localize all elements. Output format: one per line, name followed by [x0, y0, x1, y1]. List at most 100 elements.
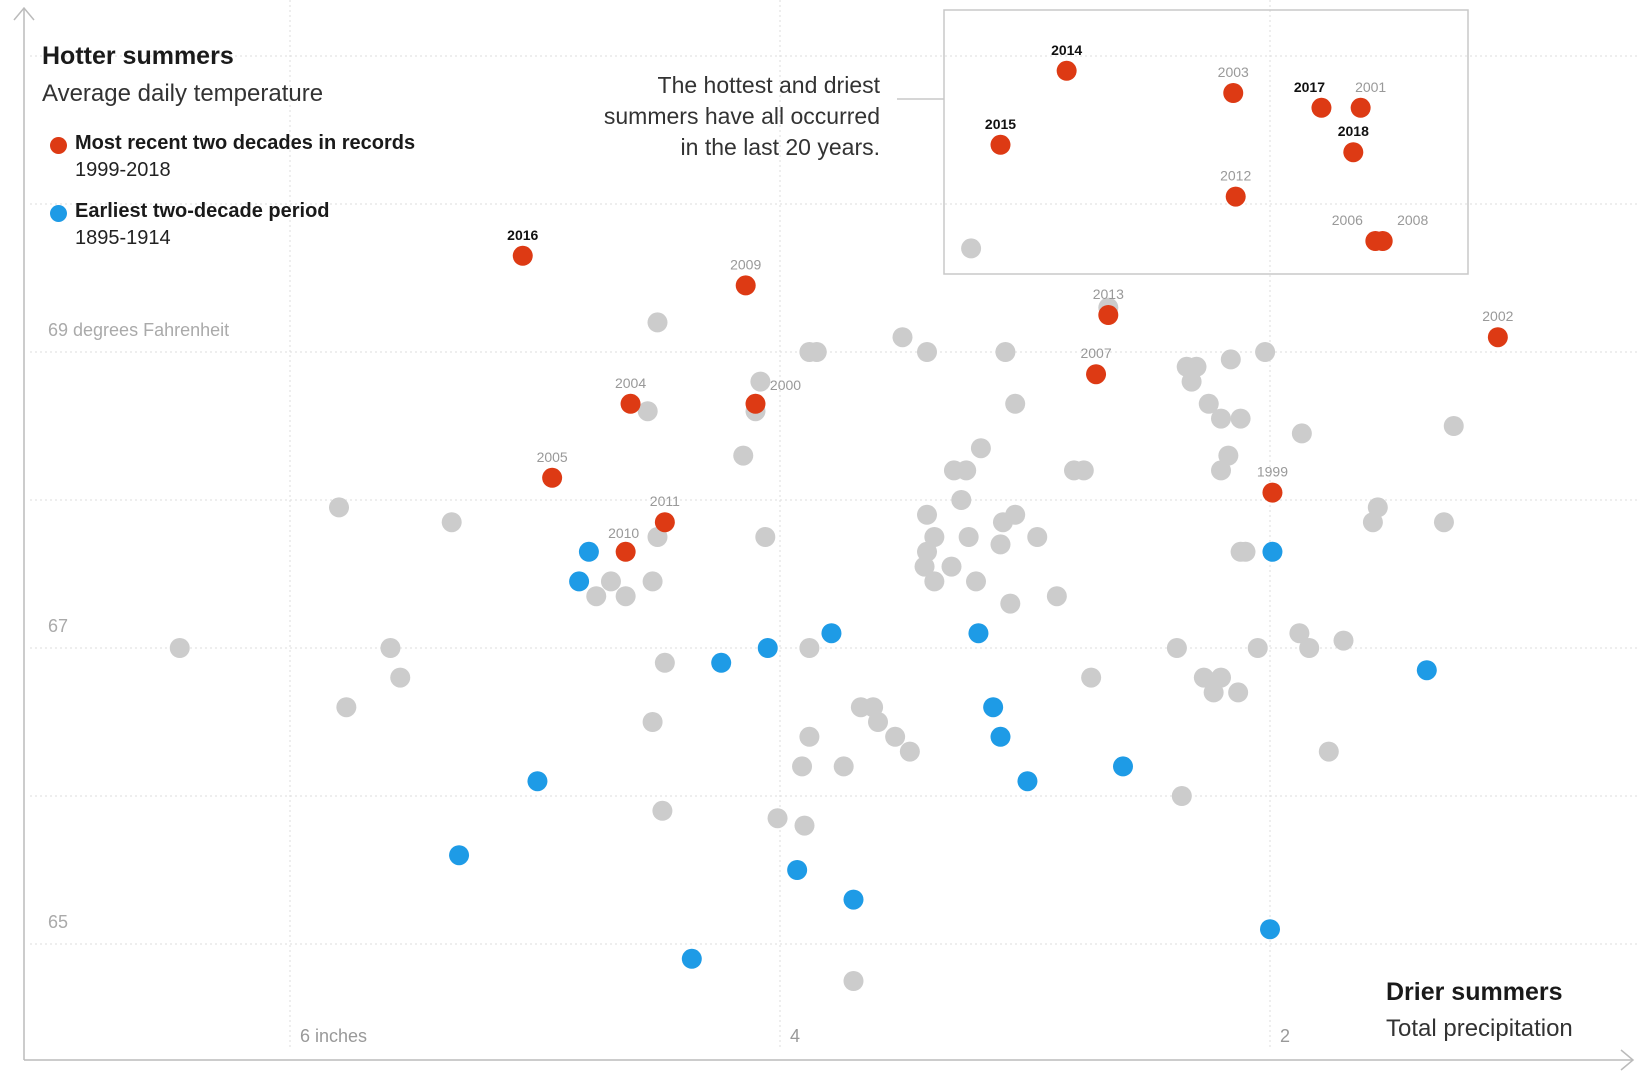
recent-year-point — [512, 245, 533, 266]
other-year-point — [1247, 638, 1268, 658]
other-year-point — [1181, 371, 1202, 392]
other-year-point — [755, 527, 776, 547]
annotation-line: The hottest and driest — [657, 72, 880, 98]
other-year-point — [642, 571, 663, 592]
other-year-point — [794, 815, 815, 836]
other-year-point — [924, 571, 945, 592]
recent-year-point — [1098, 305, 1119, 325]
other-year-point — [917, 342, 937, 362]
y-axis-subtitle: Average daily temperature — [42, 80, 324, 107]
point-year-label: 2008 — [1397, 212, 1428, 228]
other-year-point — [329, 497, 349, 518]
other-year-point — [600, 571, 621, 592]
other-year-point — [767, 808, 788, 829]
point-year-label: 2003 — [1218, 64, 1249, 80]
other-year-point — [914, 556, 935, 577]
data-points: 2016 2009 2013 2002 2007 2004 2000 2005 1999 2011… — [169, 42, 1514, 991]
inset-frame — [943, 9, 1469, 275]
earliest-year-point — [681, 948, 702, 969]
other-year-point — [1064, 460, 1084, 481]
annotation-line: summers have all occurred — [603, 103, 880, 129]
other-year-point — [1046, 586, 1067, 607]
legend-dot-earliest — [50, 205, 67, 222]
earliest-year-point — [757, 638, 778, 658]
annotation-line: in the last 20 years. — [680, 134, 880, 160]
other-year-point — [1255, 342, 1276, 362]
point-year-label: 2018 — [1338, 123, 1369, 139]
other-year-point — [642, 712, 663, 732]
legend-range-recent: 1999-2018 — [75, 159, 171, 181]
other-year-point — [961, 238, 982, 259]
other-year-point — [1289, 623, 1310, 644]
legend-dot-recent — [50, 137, 67, 154]
point-year-label: 2013 — [1093, 286, 1124, 302]
point-year-label: 1999 — [1257, 464, 1288, 480]
other-year-point — [1433, 512, 1454, 533]
point-year-label: 2005 — [537, 449, 568, 465]
recent-year-point — [615, 541, 636, 562]
recent-year-point — [654, 512, 675, 533]
other-year-point — [654, 652, 675, 673]
other-year-point — [995, 342, 1016, 362]
x-tick-label: 6 inches — [300, 1026, 367, 1046]
other-year-point — [1027, 527, 1048, 547]
recent-year-point — [542, 467, 563, 488]
other-year-point — [990, 534, 1011, 555]
other-year-point — [799, 638, 820, 658]
other-year-point — [1211, 408, 1231, 429]
recent-year-point — [1372, 231, 1393, 251]
earliest-year-point — [1260, 919, 1280, 940]
recent-year-point — [620, 393, 641, 414]
earliest-year-point — [1262, 541, 1283, 562]
other-year-point — [1218, 445, 1239, 466]
earliest-year-point — [711, 652, 732, 673]
point-year-label: 2015 — [985, 116, 1016, 132]
other-year-point — [169, 638, 190, 658]
other-year-point — [970, 438, 991, 459]
y-axis-title: Hotter summers — [42, 42, 234, 70]
other-year-point — [647, 312, 668, 333]
other-year-point — [799, 726, 820, 747]
other-year-point — [1000, 593, 1021, 614]
other-year-point — [843, 971, 864, 991]
other-year-point — [1220, 349, 1241, 370]
recent-year-point — [1223, 83, 1244, 103]
other-year-point — [958, 527, 979, 547]
other-year-point — [956, 460, 977, 481]
point-year-label: 2012 — [1220, 168, 1251, 184]
other-year-point — [917, 504, 937, 525]
legend-name-earliest: Earliest two-decade period — [75, 200, 330, 222]
earliest-year-point — [578, 541, 599, 562]
other-year-point — [1230, 541, 1251, 562]
other-year-point — [441, 512, 462, 533]
recent-year-point — [1487, 327, 1508, 348]
earliest-year-point — [821, 623, 842, 644]
other-year-point — [1318, 741, 1339, 762]
other-year-point — [1005, 393, 1026, 414]
recent-year-point — [1086, 364, 1107, 385]
point-year-label: 2016 — [507, 227, 538, 243]
other-year-point — [586, 586, 607, 607]
point-year-label: 2000 — [770, 377, 801, 393]
earliest-year-point — [990, 726, 1011, 747]
recent-year-point — [990, 134, 1011, 155]
grid-lines — [30, 0, 1637, 1050]
recent-year-point — [1311, 97, 1332, 118]
inset-box — [897, 9, 1469, 275]
other-year-point — [806, 342, 827, 362]
recent-year-point — [1225, 186, 1246, 207]
point-year-label: 2014 — [1051, 42, 1082, 58]
other-year-point — [1203, 682, 1224, 703]
y-tick-label: 69 degrees Fahrenheit — [48, 320, 229, 340]
y-tick-label: 65 — [48, 912, 68, 932]
axes — [13, 6, 1635, 1071]
earliest-year-point — [1113, 756, 1133, 777]
earliest-year-point — [843, 889, 864, 910]
other-year-point — [652, 800, 673, 821]
recent-year-point — [1350, 97, 1371, 118]
other-year-point — [885, 726, 906, 747]
point-year-label: 2009 — [730, 256, 761, 272]
other-year-point — [966, 571, 986, 592]
recent-year-point — [1262, 482, 1283, 503]
